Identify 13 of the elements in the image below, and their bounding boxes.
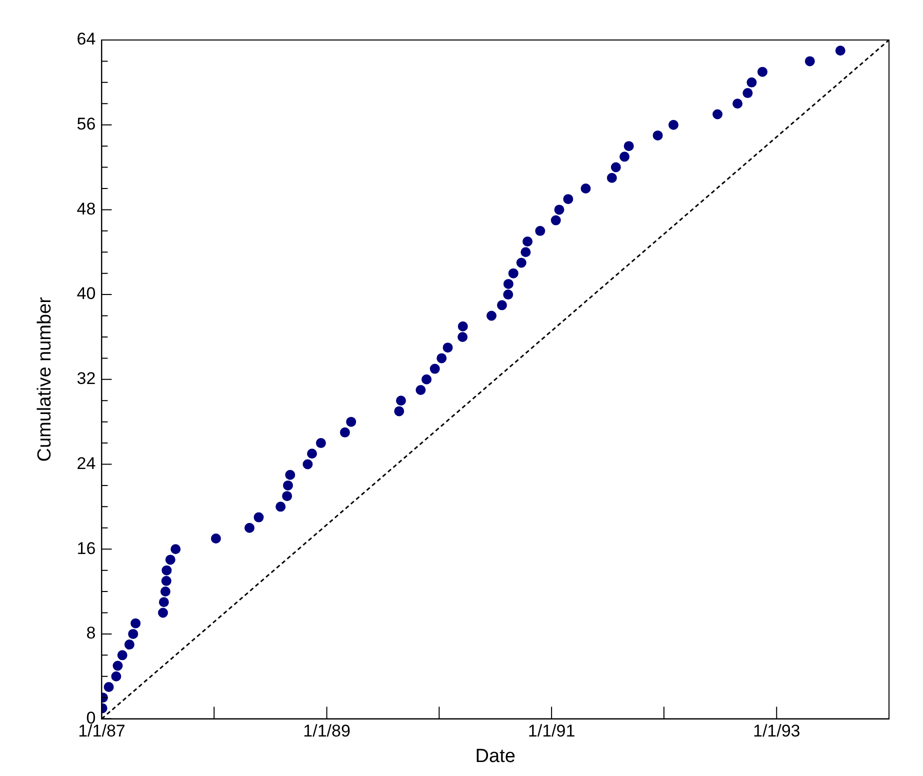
y-tick-label: 48: [76, 199, 96, 218]
x-axis-title: Date: [475, 746, 516, 767]
x-tick-label: 1/1/93: [752, 722, 800, 741]
y-tick-label: 24: [76, 454, 96, 473]
y-tick-label: 64: [76, 30, 96, 49]
y-tick-label: 40: [76, 284, 96, 304]
x-tick-label: 1/1/91: [528, 722, 576, 741]
y-tick-label: 16: [76, 538, 96, 558]
x-tick-label: 1/1/89: [303, 722, 350, 741]
y-tick-label: 8: [86, 624, 96, 643]
y-tick-label: 56: [76, 114, 96, 134]
y-tick-label: 32: [76, 369, 96, 388]
y-axis-title: Cumulative number: [34, 296, 56, 462]
